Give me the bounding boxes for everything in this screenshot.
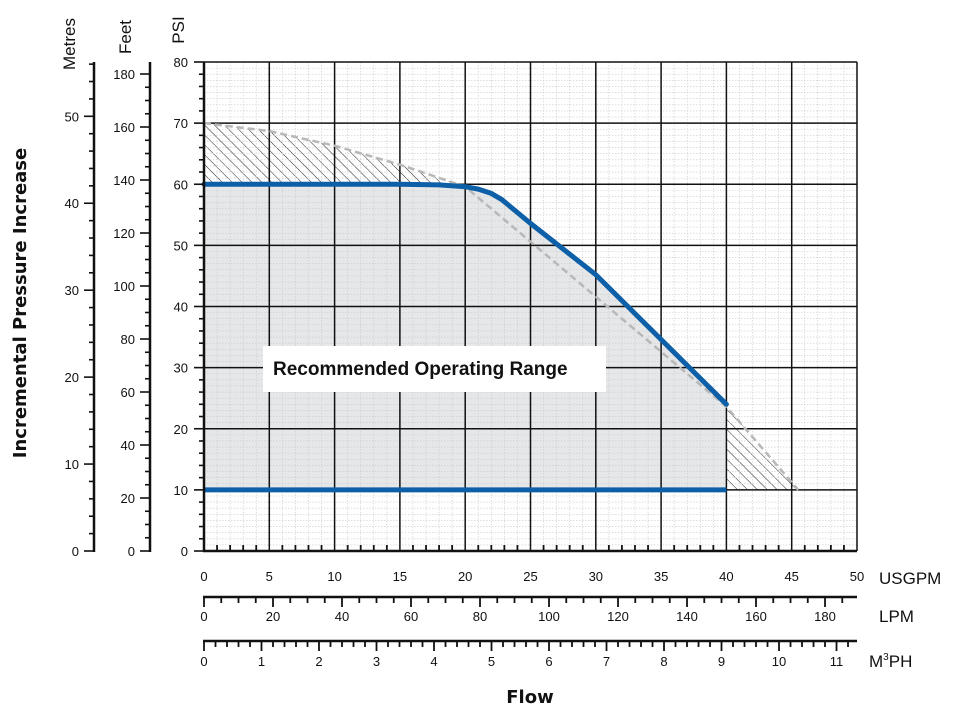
m3ph-tick-label: 8	[660, 654, 667, 669]
usgpm-tick-label: 40	[719, 569, 733, 584]
feet-unit-label: Feet	[116, 20, 135, 54]
usgpm-unit-label: USGPM	[879, 569, 941, 588]
feet-tick-label: 100	[113, 279, 135, 294]
feet-tick-label: 80	[121, 332, 135, 347]
feet-tick-label: 160	[113, 120, 135, 135]
y-axis-title: Incremental Pressure Increase	[10, 148, 31, 458]
metres-tick-label: 40	[65, 196, 79, 211]
x-axis-title: Flow	[506, 687, 553, 708]
m3ph-unit-suffix: PH	[889, 652, 913, 671]
feet-tick-label: 180	[113, 67, 135, 82]
m3ph-tick-label: 2	[315, 654, 322, 669]
lpm-unit-label: LPM	[879, 607, 914, 626]
usgpm-tick-label: 5	[266, 569, 273, 584]
pressure-curve	[201, 181, 729, 407]
psi-tick-label: 40	[174, 300, 188, 315]
m3ph-tick-label: 10	[772, 654, 786, 669]
lpm-tick-label: 140	[676, 609, 698, 624]
range-label-box	[263, 346, 606, 392]
metres-tick-label: 30	[65, 283, 79, 298]
lpm-tick-label: 40	[335, 609, 349, 624]
m3ph-unit-superscript: 3	[883, 652, 889, 663]
psi-tick-label: 60	[174, 177, 188, 192]
psi-tick-label: 50	[174, 238, 188, 253]
psi-tick-label: 70	[174, 116, 188, 131]
usgpm-tick-label: 45	[784, 569, 798, 584]
psi-tick-label: 80	[174, 55, 188, 70]
feet-tick-label: 120	[113, 226, 135, 241]
psi-tick-label: 10	[174, 483, 188, 498]
m3ph-tick-label: 9	[718, 654, 725, 669]
metres-unit-label: Metres	[60, 18, 79, 70]
m3ph-tick-label: 6	[545, 654, 552, 669]
metres-tick-label: 50	[65, 109, 79, 124]
metres-tick-label: 20	[65, 370, 79, 385]
range-label-group: Recommended Operating Range	[263, 346, 606, 392]
axes-layer: 0102030405060708002040608010012014016018…	[60, 16, 941, 671]
usgpm-tick-label: 10	[327, 569, 341, 584]
feet-tick-label: 20	[121, 491, 135, 506]
lpm-tick-label: 20	[266, 609, 280, 624]
feet-tick-label: 60	[121, 385, 135, 400]
metres-tick-label: 0	[72, 544, 79, 559]
lpm-tick-label: 80	[473, 609, 487, 624]
m3ph-tick-label: 11	[830, 654, 844, 669]
lpm-tick-label: 0	[200, 609, 207, 624]
m3ph-tick-label: 1	[258, 654, 265, 669]
usgpm-tick-label: 0	[200, 569, 207, 584]
curves-layer	[201, 121, 800, 493]
usgpm-tick-label: 20	[458, 569, 472, 584]
usgpm-tick-label: 15	[393, 569, 407, 584]
lpm-tick-label: 60	[404, 609, 418, 624]
psi-tick-label: 0	[181, 544, 188, 559]
m3ph-unit-label: M3PH	[869, 652, 912, 671]
psi-unit-label: PSI	[169, 16, 188, 43]
m3ph-tick-label: 7	[603, 654, 610, 669]
range-label: Recommended Operating Range	[273, 359, 568, 380]
m3ph-tick-label: 0	[200, 654, 207, 669]
lpm-tick-label: 180	[814, 609, 836, 624]
lpm-tick-label: 120	[607, 609, 629, 624]
usgpm-tick-label: 25	[523, 569, 537, 584]
feet-tick-label: 140	[113, 173, 135, 188]
lpm-tick-label: 160	[745, 609, 767, 624]
titles-layer: Flow Incremental Pressure Increase	[10, 148, 554, 708]
usgpm-tick-label: 35	[654, 569, 668, 584]
feet-tick-label: 0	[128, 544, 135, 559]
m3ph-tick-label: 3	[373, 654, 380, 669]
feet-tick-label: 40	[121, 438, 135, 453]
usgpm-tick-label: 30	[589, 569, 603, 584]
usgpm-tick-label: 50	[850, 569, 864, 584]
psi-tick-label: 20	[174, 422, 188, 437]
grid	[204, 61, 858, 551]
hatched-area-lower	[726, 404, 799, 490]
lpm-tick-label: 100	[538, 609, 560, 624]
psi-tick-label: 30	[174, 361, 188, 376]
m3ph-tick-label: 5	[488, 654, 495, 669]
metres-tick-label: 10	[65, 457, 79, 472]
m3ph-tick-label: 4	[430, 654, 437, 669]
